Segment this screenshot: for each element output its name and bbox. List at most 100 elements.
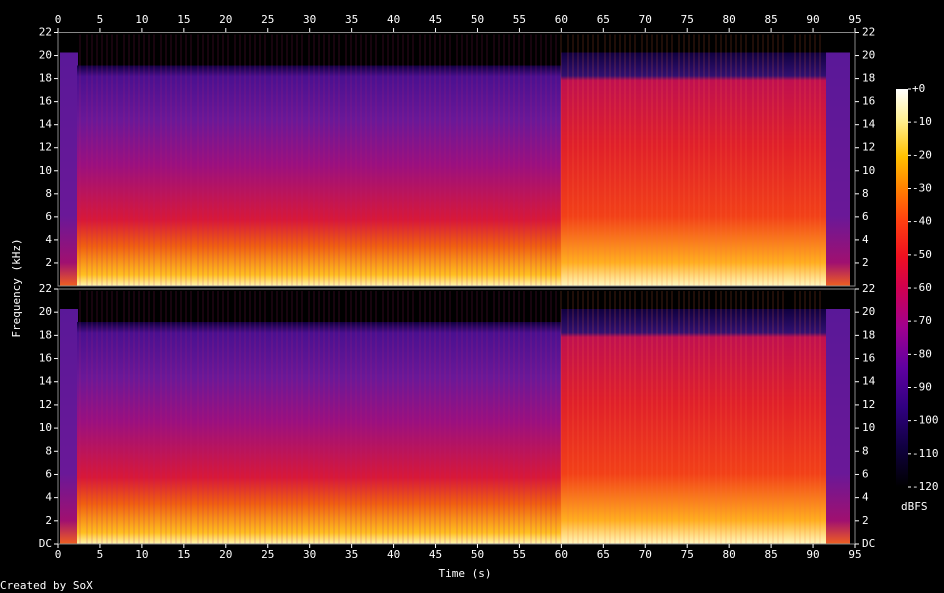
spectrogram-edge — [826, 309, 850, 544]
x-tick-label: 75 — [681, 548, 694, 561]
y-tick-label: 8 — [862, 187, 869, 200]
spectrogram-edge — [60, 52, 78, 286]
y-tick-label: 14 — [862, 118, 876, 131]
colorbar-tick-label: +0 — [912, 82, 925, 95]
y-tick-label: 10 — [39, 164, 52, 177]
x-tick-label: 35 — [345, 13, 358, 26]
x-tick-label: 40 — [387, 13, 400, 26]
y-tick-label: 12 — [862, 141, 875, 154]
x-tick-label: 45 — [429, 548, 442, 561]
x-tick-label: 20 — [219, 13, 232, 26]
x-tick-label: 60 — [555, 13, 568, 26]
y-tick-label: 20 — [39, 305, 52, 318]
x-tick-label: 95 — [848, 13, 861, 26]
x-tick-label: 10 — [135, 548, 148, 561]
spectrogram-body — [561, 52, 826, 286]
x-tick-label: 10 — [135, 13, 148, 26]
y-tick-label: 20 — [862, 49, 875, 62]
colorbar-tick-label: -10 — [912, 115, 932, 128]
x-tick-label: 0 — [55, 13, 62, 26]
x-tick-label: 55 — [513, 548, 526, 561]
x-tick-label: 0 — [55, 548, 62, 561]
x-axis-label: Time (s) — [439, 567, 492, 580]
y-tick-label: 6 — [862, 467, 869, 480]
y-tick-label: 22 — [862, 26, 875, 39]
x-tick-label: 25 — [261, 548, 274, 561]
x-tick-label: 60 — [555, 548, 568, 561]
y-tick-label: 6 — [45, 467, 52, 480]
y-tick-label: 4 — [45, 491, 52, 504]
y-tick-label: DC — [39, 537, 52, 550]
y-tick-label: 12 — [39, 398, 52, 411]
panel-frame — [57, 288, 856, 545]
y-tick-label: 10 — [39, 421, 52, 434]
colorbar-tick-label: -60 — [912, 281, 932, 294]
x-tick-label: 5 — [97, 548, 104, 561]
x-tick-label: 80 — [723, 548, 736, 561]
footer: Created by SoX — [0, 579, 93, 592]
y-tick-label: 20 — [39, 49, 52, 62]
x-tick-label: 55 — [513, 13, 526, 26]
colorbar-label: dBFS — [901, 500, 928, 513]
x-tick-label: 40 — [387, 548, 400, 561]
x-tick-label: 5 — [97, 13, 104, 26]
x-tick-label: 85 — [764, 13, 777, 26]
colorbar-tick-label: -20 — [912, 148, 932, 161]
y-tick-label: 4 — [862, 233, 869, 246]
y-tick-label: 2 — [45, 514, 52, 527]
x-tick-label: 35 — [345, 548, 358, 561]
colorbar-tick-label: -50 — [912, 248, 932, 261]
spectrogram-edge — [826, 52, 850, 286]
x-tick-label: 25 — [261, 13, 274, 26]
y-tick-label: 18 — [862, 72, 875, 85]
colorbar — [896, 89, 908, 487]
colorbar-tick-label: -80 — [912, 347, 932, 360]
y-tick-label: 16 — [39, 95, 52, 108]
y-tick-label: 16 — [39, 352, 52, 365]
colorbar-tick-label: -110 — [912, 447, 939, 460]
x-tick-label: 30 — [303, 548, 316, 561]
y-tick-label: 8 — [45, 444, 52, 457]
y-tick-label: 14 — [862, 375, 876, 388]
y-tick-label: 20 — [862, 305, 875, 318]
y-tick-label: 14 — [39, 118, 53, 131]
x-tick-label: 65 — [597, 548, 610, 561]
panel-frame — [57, 32, 856, 287]
y-tick-label: 22 — [39, 282, 52, 295]
x-tick-label: 45 — [429, 13, 442, 26]
y-tick-label: DC — [862, 537, 875, 550]
y-tick-label: 16 — [862, 352, 875, 365]
colorbar-tick-label: -40 — [912, 215, 932, 228]
colorbar-tick-label: -70 — [912, 314, 932, 327]
y-tick-label: 10 — [862, 421, 875, 434]
y-tick-label: 14 — [39, 375, 53, 388]
x-tick-label: 50 — [471, 548, 484, 561]
x-tick-label: 90 — [806, 13, 819, 26]
y-tick-label: 18 — [39, 328, 52, 341]
colorbar-tick-label: -90 — [912, 381, 932, 394]
x-tick-label: 70 — [639, 548, 652, 561]
x-tick-label: 95 — [848, 548, 861, 561]
spectrogram-edge — [60, 309, 78, 544]
x-tick-label: 80 — [723, 13, 736, 26]
y-axis-label: Frequency (kHz) — [10, 238, 23, 337]
x-tick-label: 30 — [303, 13, 316, 26]
y-tick-label: 2 — [45, 256, 52, 269]
y-tick-label: 12 — [39, 141, 52, 154]
y-tick-label: 22 — [39, 26, 52, 39]
y-tick-label: 6 — [862, 210, 869, 223]
colorbar-tick-label: -100 — [912, 414, 939, 427]
colorbar-tick-label: -120 — [912, 480, 939, 493]
y-tick-label: 10 — [862, 164, 875, 177]
y-tick-label: 12 — [862, 398, 875, 411]
y-tick-label: 6 — [45, 210, 52, 223]
y-tick-label: 4 — [45, 233, 52, 246]
x-tick-label: 15 — [177, 548, 190, 561]
x-tick-label: 50 — [471, 13, 484, 26]
spectrogram-body — [561, 309, 826, 544]
x-tick-label: 20 — [219, 548, 232, 561]
y-tick-label: 22 — [862, 282, 875, 295]
x-tick-label: 65 — [597, 13, 610, 26]
y-tick-label: 2 — [862, 514, 869, 527]
